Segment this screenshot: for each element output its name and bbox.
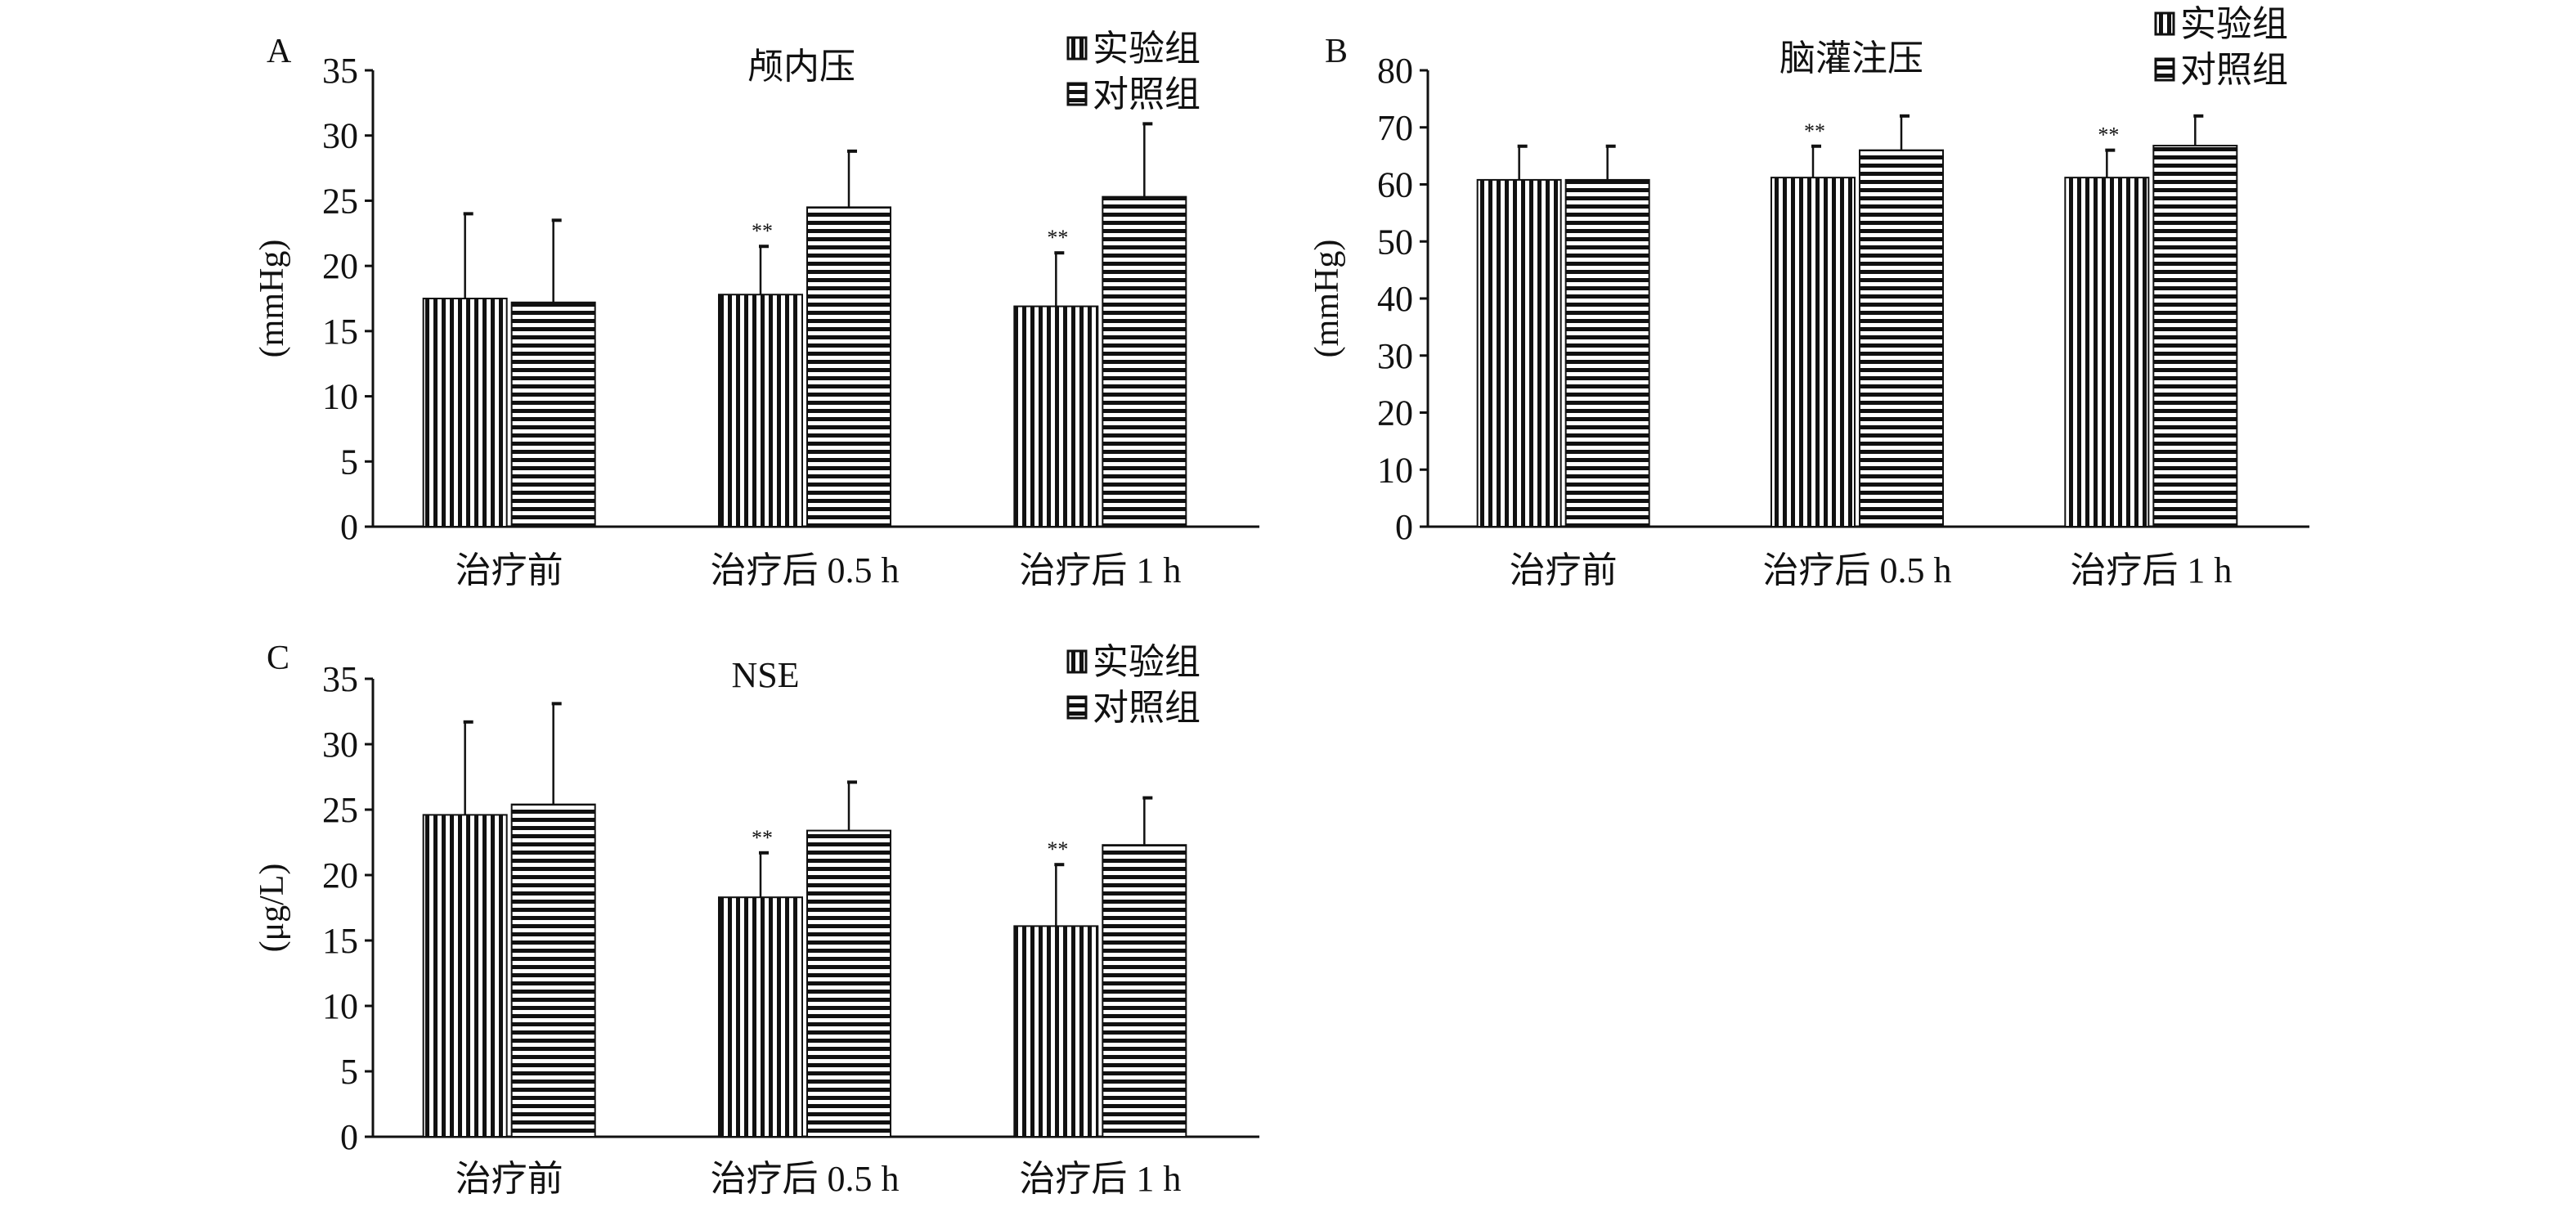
y-tick-label: 25 — [322, 790, 358, 830]
y-axis-label: (μg/L) — [254, 864, 291, 953]
legend-swatch-control — [2154, 57, 2175, 82]
bar-experimental — [1013, 305, 1099, 527]
y-tick-label: 40 — [1377, 279, 1413, 319]
bar-control — [806, 206, 891, 527]
y-tick-label: 0 — [340, 507, 358, 547]
bar-control — [806, 829, 891, 1138]
bar-control — [2152, 145, 2238, 527]
legend-label: 实验组 — [1093, 29, 1200, 69]
panel-label: C — [267, 640, 289, 677]
legend-swatch-experimental — [1066, 36, 1088, 61]
y-tick-label: 0 — [340, 1117, 358, 1157]
y-tick-label: 20 — [322, 246, 358, 286]
panel-label: A — [267, 33, 292, 70]
y-tick-label: 15 — [322, 921, 358, 961]
y-tick-label: 30 — [1377, 336, 1413, 376]
legend-label: 对照组 — [1093, 688, 1200, 728]
y-tick-label: 10 — [322, 377, 358, 417]
bar-control — [1102, 195, 1187, 527]
significance-marker: ** — [1047, 226, 1068, 249]
y-tick-label: 60 — [1377, 165, 1413, 205]
y-tick-label: 70 — [1377, 108, 1413, 148]
legend-label: 实验组 — [1093, 642, 1200, 682]
significance-marker: ** — [752, 219, 773, 243]
y-tick-label: 50 — [1377, 222, 1413, 262]
x-category-label: 治疗后 0.5 h — [711, 550, 900, 590]
y-tick-label: 20 — [322, 855, 358, 896]
bar-experimental — [422, 298, 508, 527]
y-tick-label: 30 — [322, 116, 358, 156]
y-axis-label: (mmHg) — [254, 240, 291, 358]
chart-title: NSE — [731, 655, 799, 695]
chart-panel-c: C NSE (μg/L) 0 5 10 15 20 25 30 35 治疗前 治疗后 0.5 h ** 治疗… — [254, 640, 1259, 1199]
y-tick-label: 20 — [1377, 393, 1413, 433]
x-category-label: 治疗后 0.5 h — [711, 1159, 900, 1199]
bar-control — [510, 803, 596, 1138]
significance-marker: ** — [1804, 119, 1825, 143]
bar-experimental — [718, 896, 803, 1138]
significance-marker: ** — [2098, 123, 2119, 147]
bar-experimental — [2064, 177, 2150, 527]
y-tick-label: 10 — [1377, 450, 1413, 490]
x-category-label: 治疗后 1 h — [1019, 1159, 1181, 1199]
bar-control — [1102, 844, 1187, 1138]
y-tick-label: 35 — [322, 659, 358, 699]
chart-panel-a: A 颅内压 (mmHg) 0 5 10 15 20 25 30 35 治疗前 治疗后 0.5 h ** 治疗… — [254, 29, 1259, 590]
significance-marker: ** — [1047, 837, 1068, 861]
y-tick-label: 10 — [322, 986, 358, 1026]
x-category-label: 治疗后 1 h — [2070, 550, 2232, 590]
y-tick-label: 0 — [1395, 507, 1413, 547]
bar-experimental — [1013, 925, 1099, 1138]
chart-title: 脑灌注压 — [1779, 38, 1923, 79]
bar-control — [1564, 178, 1650, 527]
x-category-label: 治疗前 — [1510, 550, 1618, 590]
x-category-label: 治疗前 — [456, 1159, 563, 1199]
legend-swatch-experimental — [2154, 11, 2175, 36]
bar-experimental — [422, 814, 508, 1138]
panel-label: B — [1325, 33, 1348, 70]
bar-experimental — [718, 294, 803, 527]
y-tick-label: 25 — [322, 181, 358, 221]
y-tick-label: 15 — [322, 312, 358, 352]
y-tick-label: 30 — [322, 725, 358, 765]
y-axis-label: (mmHg) — [1308, 240, 1346, 358]
x-category-label: 治疗前 — [456, 550, 563, 590]
x-category-label: 治疗后 0.5 h — [1763, 550, 1952, 590]
legend-swatch-experimental — [1066, 649, 1088, 674]
y-tick-label: 35 — [322, 51, 358, 91]
bar-experimental — [1770, 177, 1856, 527]
y-tick-label: 5 — [340, 442, 358, 482]
legend-label: 对照组 — [1093, 74, 1200, 114]
bar-control — [1859, 149, 1944, 527]
y-tick-label: 80 — [1377, 51, 1413, 91]
legend-label: 实验组 — [2180, 4, 2288, 44]
chart-panel-b: B 脑灌注压 (mmHg) 0 10 20 30 40 50 60 70 80 治疗前 治疗后 0.5 h… — [1308, 4, 2309, 590]
chart-title: 颅内压 — [747, 47, 855, 87]
x-category-label: 治疗后 1 h — [1019, 550, 1181, 590]
bar-control — [510, 301, 596, 527]
bar-experimental — [1476, 178, 1562, 527]
legend-swatch-control — [1066, 695, 1088, 720]
legend-label: 对照组 — [2180, 50, 2288, 90]
y-tick-label: 5 — [340, 1052, 358, 1092]
significance-marker: ** — [752, 826, 773, 850]
legend-swatch-control — [1066, 82, 1088, 106]
